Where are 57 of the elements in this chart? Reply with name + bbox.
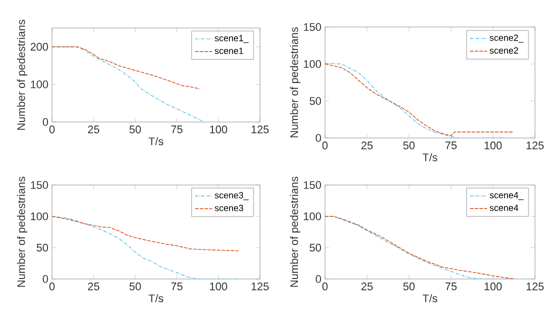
y-tick-label: 50 (310, 97, 322, 105)
legend-label: scene1_ (214, 35, 249, 43)
y-tick-label: 50 (36, 244, 48, 252)
y-tick-label: 50 (310, 244, 322, 252)
x-tick-label: 75 (445, 142, 457, 150)
y-tick-label: 100 (304, 212, 322, 220)
x-tick-label: 100 (484, 142, 502, 150)
y-tick-label: 100 (30, 80, 48, 88)
x-tick-label: 50 (130, 282, 141, 290)
y-tick-label: 200 (30, 42, 48, 51)
x-tick-label: 50 (403, 142, 415, 150)
x-tick-label: 0 (49, 126, 55, 134)
x-tick-label: 25 (361, 142, 373, 150)
x-tick-label: 100 (484, 282, 502, 290)
x-tick-label: 75 (445, 282, 457, 290)
x-axis-title: T/s (148, 294, 164, 302)
y-axis-title: Number of pedestrians (17, 20, 28, 130)
y-tick-label: 0 (316, 134, 322, 142)
y-tick-label: 0 (42, 118, 48, 126)
y-tick-label: 150 (30, 181, 48, 189)
y-tick-label: 150 (304, 23, 322, 31)
x-tick-label: 25 (361, 282, 373, 290)
x-tick-label: 125 (252, 126, 269, 134)
x-tick-label: 0 (49, 282, 55, 290)
x-tick-label: 0 (322, 282, 328, 290)
y-tick-label: 150 (304, 181, 322, 189)
x-axis-title: T/s (422, 294, 438, 302)
legend-label: scene4_ (490, 192, 524, 200)
x-tick-label: 100 (210, 126, 228, 134)
x-tick-label: 25 (88, 126, 100, 134)
x-tick-label: 125 (526, 282, 544, 290)
x-tick-label: 75 (171, 126, 182, 134)
x-axis-title: T/s (148, 137, 164, 146)
y-tick-label: 0 (316, 275, 322, 283)
x-tick-label: 50 (403, 282, 415, 290)
x-tick-label: 50 (130, 126, 141, 134)
y-tick-label: 100 (304, 60, 322, 68)
x-tick-label: 0 (322, 142, 328, 150)
y-axis-title: Number of pedestrians (290, 176, 300, 287)
legend-label: scene3 (214, 204, 244, 212)
line-series (52, 46, 200, 90)
legend-label: scene4 (490, 204, 518, 211)
y-axis-title: Number of pedestrians (290, 27, 300, 138)
legend-label: scene2 (490, 47, 518, 54)
x-tick-label: 25 (88, 282, 100, 290)
legend-label: scene3_ (214, 192, 249, 200)
y-tick-label: 0 (42, 275, 48, 283)
x-tick-label: 125 (526, 142, 544, 150)
x-tick-label: 125 (252, 282, 269, 290)
x-tick-label: 100 (210, 282, 228, 290)
line-series (52, 216, 239, 252)
y-tick-label: 100 (30, 212, 48, 220)
x-tick-label: 75 (171, 282, 182, 290)
y-axis-title: Number of pedestrians (17, 176, 28, 287)
legend-label: scene1 (214, 48, 244, 54)
x-axis-title: T/s (422, 153, 438, 162)
legend-label: scene2_ (490, 34, 524, 43)
